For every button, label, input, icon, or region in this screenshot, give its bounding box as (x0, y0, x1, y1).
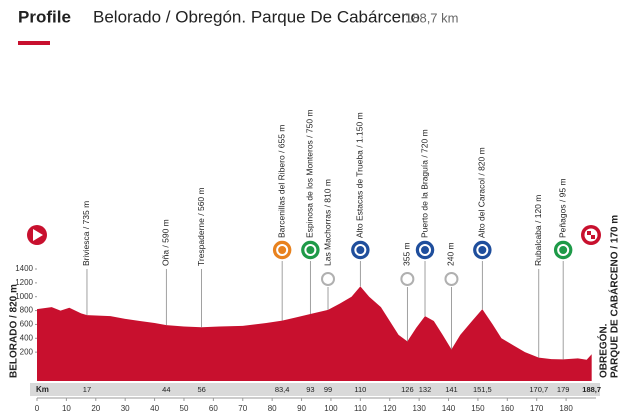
x-tick-label: 20 (91, 404, 100, 413)
waypoint-label: Alto Estacas de Trueba / 1.150 m (355, 112, 365, 238)
y-tick-label: 600 (20, 320, 34, 329)
waypoint-km: 93 (306, 385, 314, 394)
waypoint-icon (321, 272, 336, 286)
x-tick-label: 40 (150, 404, 159, 413)
finish-label: PARQUE DE CABÁRCENO / 170 m (608, 215, 621, 378)
x-tick-label: 80 (268, 404, 277, 413)
x-tick-label: 0 (35, 404, 40, 413)
x-tick-label: 90 (297, 404, 306, 413)
waypoint-icon (299, 239, 322, 261)
subtitle: Belorado / Obregón. Parque De Cabárceno (93, 7, 420, 26)
waypoint-km: 151,5 (473, 385, 492, 394)
waypoint-km: 179 (557, 385, 570, 394)
x-tick-label: 180 (559, 404, 573, 413)
waypoint-label: Las Machorras / 810 m (322, 179, 332, 266)
waypoint-km: 17 (83, 385, 91, 394)
waypoint-km: 141 (445, 385, 458, 394)
waypoint-icon-inner (419, 244, 432, 256)
waypoint-label: Peñagos / 95 m (557, 178, 567, 238)
x-tick-label: 100 (324, 404, 338, 413)
distance: 188,7 km (405, 10, 458, 25)
waypoint-km: 83,4 (275, 385, 290, 394)
waypoint-km: 126 (401, 385, 414, 394)
y-tick-label: 800 (20, 306, 34, 315)
title: Profile (18, 7, 71, 26)
waypoint-label: Briviesca / 735 m (81, 201, 91, 266)
waypoint-label: Rubalcaba / 120 m (533, 195, 543, 266)
waypoint-km: 56 (197, 385, 205, 394)
waypoint-icon (349, 239, 372, 261)
x-tick-label: 130 (412, 404, 426, 413)
start-label: BELORADO / 820 m (9, 284, 20, 378)
x-tick-label: 140 (442, 404, 456, 413)
waypoint-icon-inner (354, 244, 367, 256)
waypoint-km: 44 (162, 385, 170, 394)
x-tick-label: 30 (121, 404, 130, 413)
waypoint-label: Oña / 590 m (161, 219, 171, 266)
waypoint-km: 170,7 (529, 385, 548, 394)
start-icon (27, 225, 47, 245)
waypoint-label: Espinosa de los Monteros / 750 m (305, 109, 315, 238)
x-tick-label: 160 (501, 404, 515, 413)
waypoint-icon-inner (476, 244, 489, 256)
waypoint-km: 132 (419, 385, 432, 394)
waypoint-icon-inner (557, 244, 570, 256)
x-tick-label: 70 (238, 404, 247, 413)
waypoint-label: 355 m (402, 242, 412, 266)
waypoint-icon (471, 239, 494, 261)
title-underline (18, 41, 50, 45)
y-tick-label: 1000 (15, 292, 33, 301)
waypoint-icon (400, 272, 415, 286)
waypoint-label: Alto del Caracol / 820 m (477, 147, 487, 238)
waypoint-icon (552, 239, 574, 261)
finish-icon (581, 225, 601, 245)
km-bar (30, 383, 600, 396)
waypoint-label: 240 m (446, 242, 456, 266)
y-tick-label: 1400 (15, 264, 33, 273)
waypoint-icon-inner (304, 244, 317, 256)
elevation-area (37, 286, 592, 381)
x-tick-label: 170 (530, 404, 544, 413)
waypoint-label: Barcenillas del Ribero / 655 m (276, 125, 286, 238)
y-tick-label: 200 (20, 347, 34, 356)
waypoint-icon (444, 272, 459, 286)
waypoint-icon-inner (276, 244, 289, 256)
x-tick-label: 60 (209, 404, 218, 413)
waypoint-km: 110 (354, 385, 366, 394)
waypoint-km: 99 (324, 385, 332, 394)
waypoint-label: Trespaderne / 560 m (196, 187, 206, 266)
waypoint-icon (414, 239, 436, 261)
x-tick-label: 10 (62, 404, 71, 413)
km-label: Km (36, 385, 49, 394)
x-tick-label: 150 (471, 404, 485, 413)
waypoint-icon (271, 239, 293, 261)
x-tick-label: 110 (354, 404, 367, 413)
waypoint-label: Puerto de la Braguía / 720 m (419, 129, 429, 238)
x-tick-label: 120 (383, 404, 397, 413)
y-tick-label: 1200 (15, 278, 33, 287)
x-tick-label: 50 (180, 404, 189, 413)
finish-km: 188,7 (582, 385, 601, 394)
finish-label: OBREGÓN. (597, 323, 610, 378)
y-tick-label: 400 (20, 333, 34, 342)
